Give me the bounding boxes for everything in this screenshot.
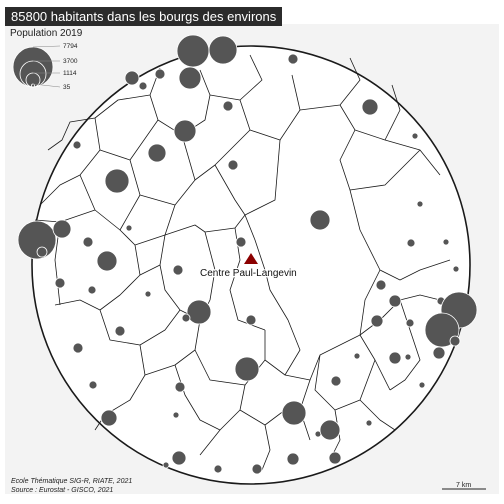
commune-population-circle (453, 266, 459, 272)
commune-population-circle (155, 69, 165, 79)
commune-population-circle (73, 343, 83, 353)
commune-population-circle (228, 160, 238, 170)
commune-population-circle (179, 67, 201, 89)
legend-circle (32, 84, 35, 87)
commune-population-circle (125, 71, 139, 85)
commune-population-circle (407, 239, 415, 247)
commune-population-circle (310, 210, 330, 230)
legend-title: Population 2019 (10, 28, 82, 39)
commune-population-circle (331, 376, 341, 386)
commune-population-circle (88, 286, 96, 294)
commune-population-circle (145, 291, 151, 297)
commune-population-circle (172, 451, 186, 465)
commune-population-circle (173, 265, 183, 275)
commune-population-circle (177, 35, 209, 67)
credits-line-2: Source : Eurostat - GISCO, 2021 (11, 486, 132, 495)
commune-population-circle (362, 99, 378, 115)
scale-label: 7 km (456, 482, 471, 489)
commune-population-circle (55, 278, 65, 288)
commune-population-circle (148, 144, 166, 162)
commune-population-circle (174, 120, 196, 142)
commune-population-circle (354, 353, 360, 359)
commune-population-circle (366, 420, 372, 426)
legend-value: 3700 (63, 58, 78, 65)
commune-population-circle (405, 354, 411, 360)
legend-value: 35 (63, 84, 71, 91)
commune-population-circle (182, 314, 190, 322)
commune-population-circle (223, 101, 233, 111)
center-label: Centre Paul-Langevin (200, 268, 297, 279)
commune-population-circle (236, 237, 246, 247)
commune-population-circle (406, 319, 414, 327)
commune-population-circle (97, 251, 117, 271)
commune-population-circle (139, 82, 147, 90)
credits: Ecole Thématique SIG-R, RIATE, 2021 Sour… (11, 477, 132, 495)
commune-population-circle (389, 295, 401, 307)
commune-population-circle (187, 300, 211, 324)
legend-value: 1114 (63, 70, 77, 77)
commune-population-circle (282, 401, 306, 425)
commune-population-circle (433, 347, 445, 359)
commune-population-circle (163, 462, 169, 468)
commune-population-circle (209, 36, 237, 64)
commune-population-circle (175, 382, 185, 392)
commune-population-circle (252, 464, 262, 474)
commune-population-circle (443, 239, 449, 245)
commune-population-circle (37, 247, 47, 257)
commune-population-circle (101, 410, 117, 426)
legend-value: 7794 (63, 43, 78, 50)
commune-population-circle (73, 141, 81, 149)
commune-population-circle (329, 452, 341, 464)
commune-population-circle (126, 225, 132, 231)
commune-population-circle (320, 420, 340, 440)
commune-population-circle (105, 169, 129, 193)
commune-population-circle (389, 352, 401, 364)
credits-line-1: Ecole Thématique SIG-R, RIATE, 2021 (11, 477, 132, 486)
commune-population-circle (288, 54, 298, 64)
commune-population-circle (417, 201, 423, 207)
commune-population-circle (214, 465, 222, 473)
commune-population-circle (450, 336, 460, 346)
commune-population-circle (115, 326, 125, 336)
commune-population-circle (287, 453, 299, 465)
commune-population-circle (376, 280, 386, 290)
commune-population-circle (235, 357, 259, 381)
map-title: 85800 habitants dans les bourgs des envi… (5, 7, 282, 26)
commune-population-circle (246, 315, 256, 325)
commune-population-circle (173, 412, 179, 418)
commune-population-circle (412, 133, 418, 139)
commune-population-circle (371, 315, 383, 327)
commune-population-circle (419, 382, 425, 388)
commune-population-circle (53, 220, 71, 238)
commune-population-circle (83, 237, 93, 247)
commune-population-circle (89, 381, 97, 389)
